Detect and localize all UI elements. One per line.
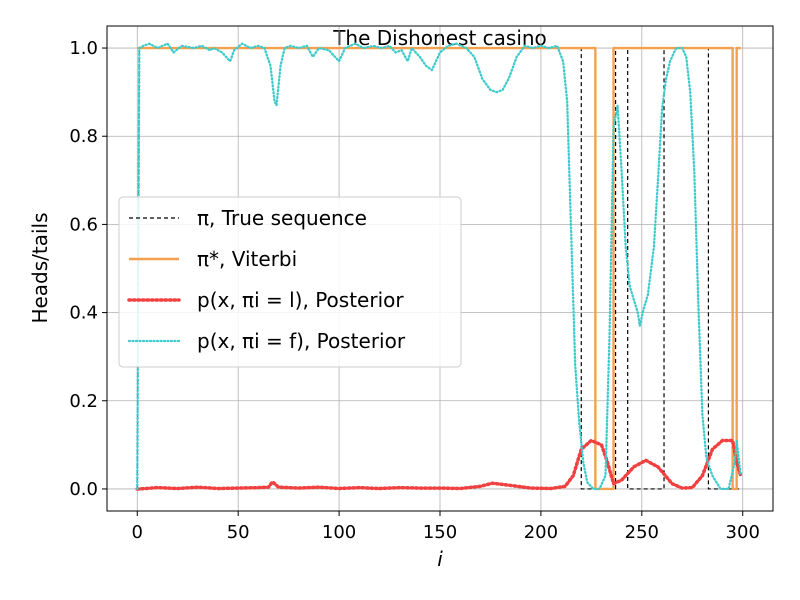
- legend-box: [118, 196, 462, 368]
- x-tick-label: 250: [625, 522, 659, 543]
- x-ticks: 0 50 100 150 200 250 300: [132, 511, 760, 543]
- chart-title: The Dishonest casino: [332, 26, 547, 50]
- viterbi-line: [137, 46, 741, 491]
- y-ticks: 0.0 0.2 0.4 0.6 0.8 1.0: [69, 38, 107, 500]
- legend-item-viterbi: π*, Viterbi: [129, 247, 297, 271]
- y-tick-label: 0.4: [69, 303, 98, 324]
- x-tick-label: 0: [132, 522, 143, 543]
- posterior-loaded-line: [135, 438, 743, 491]
- legend-item-posterior-fair: p(x, πi = f), Posterior: [127, 329, 406, 353]
- x-tick-label: 300: [726, 522, 760, 543]
- legend-item-posterior-loaded: p(x, πi = l), Posterior: [127, 288, 404, 312]
- y-tick-label: 1.0: [69, 38, 98, 59]
- x-axis-label: i: [437, 547, 443, 571]
- legend-item-true-sequence: π, True sequence: [129, 206, 367, 230]
- legend: π, True sequence π*, Viterbi p(x, πi = l),…: [118, 196, 462, 368]
- y-tick-label: 0.8: [69, 126, 98, 147]
- x-tick-label: 200: [524, 522, 558, 543]
- y-axis-label: Heads/tails: [28, 212, 52, 323]
- legend-label: π, True sequence: [197, 206, 367, 230]
- y-tick-label: 0.0: [69, 479, 98, 500]
- x-tick-label: 150: [423, 522, 457, 543]
- x-tick-label: 50: [227, 522, 250, 543]
- y-tick-label: 0.2: [69, 391, 98, 412]
- legend-label: π*, Viterbi: [197, 247, 297, 271]
- legend-label: p(x, πi = l), Posterior: [197, 288, 404, 312]
- x-tick-label: 100: [322, 522, 356, 543]
- y-tick-label: 0.6: [69, 214, 98, 235]
- posterior-fair-line: [136, 42, 742, 491]
- series-layer: [135, 42, 743, 491]
- legend-label: p(x, πi = f), Posterior: [197, 329, 406, 353]
